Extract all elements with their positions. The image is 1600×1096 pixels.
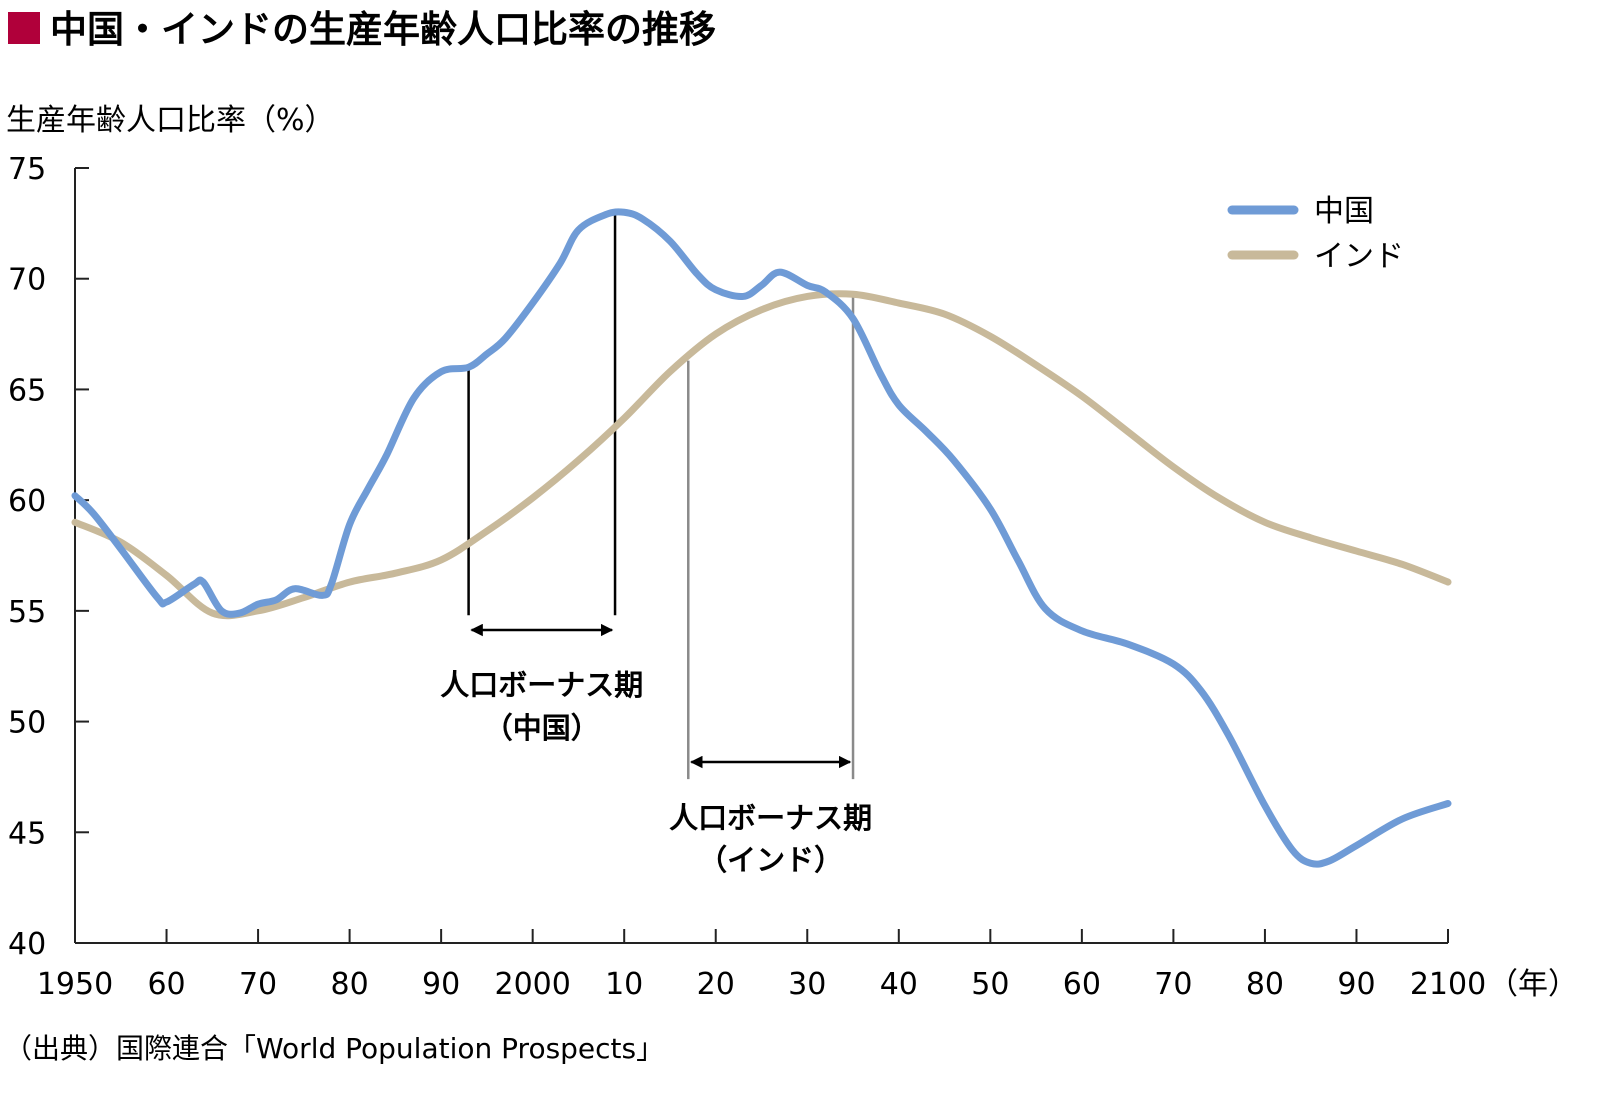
x-axis-unit: （年） (1488, 967, 1578, 1002)
y-axis-label: 生産年齢人口比率（%） (6, 103, 335, 138)
axes: 40 45 50 55 60 65 70 75 1950 60 70 80 90 2000 10 20 30 40… (8, 152, 1578, 1002)
x-tick-label: 60 (147, 967, 185, 1002)
x-tick-label: 40 (880, 967, 918, 1002)
legend-label: インド (1314, 239, 1404, 274)
y-tick-label: 70 (8, 263, 46, 298)
bonus-label: 人口ボーナス期 (669, 801, 872, 835)
annotations: 人口ボーナス期 （中国） 人口ボーナス期 （インド） (440, 212, 872, 877)
y-tick-label: 60 (8, 484, 46, 519)
x-tick-label: 30 (788, 967, 826, 1002)
series-line-india (71, 290, 1452, 620)
x-tick-label: 80 (1246, 967, 1284, 1002)
y-tick-label: 55 (8, 595, 46, 630)
x-tick-label: 10 (605, 967, 643, 1002)
x-tick-label: 2000 (494, 967, 570, 1002)
bonus-sublabel: （インド） (698, 843, 843, 877)
x-tick-label: 70 (239, 967, 277, 1002)
x-tick-label: 1950 (37, 967, 113, 1002)
x-tick-label: 50 (971, 967, 1009, 1002)
bonus-label: 人口ボーナス期 (440, 668, 643, 702)
series-line-china (71, 208, 1452, 868)
x-tick-label: 70 (1154, 967, 1192, 1002)
x-tick-label: 90 (422, 967, 460, 1002)
y-tick-label: 65 (8, 373, 46, 408)
title-marker (8, 12, 40, 44)
y-tick-label: 40 (8, 927, 46, 962)
x-tick-label: 60 (1063, 967, 1101, 1002)
chart-title: 中国・インドの生産年齢人口比率の推移 (50, 8, 716, 51)
y-tick-label: 50 (8, 706, 46, 741)
source-note: （出典）国際連合「World Population Prospects」 (4, 1032, 664, 1065)
x-tick-label: 90 (1337, 967, 1375, 1002)
y-tick-label: 75 (8, 152, 46, 187)
series-lines (71, 208, 1452, 868)
bonus-sublabel: （中国） (484, 711, 600, 745)
x-tick-label: 20 (697, 967, 735, 1002)
y-tick-label: 45 (8, 816, 46, 851)
x-tick-label: 2100 (1410, 967, 1486, 1002)
x-tick-label: 80 (331, 967, 369, 1002)
legend-label: 中国 (1314, 194, 1374, 229)
